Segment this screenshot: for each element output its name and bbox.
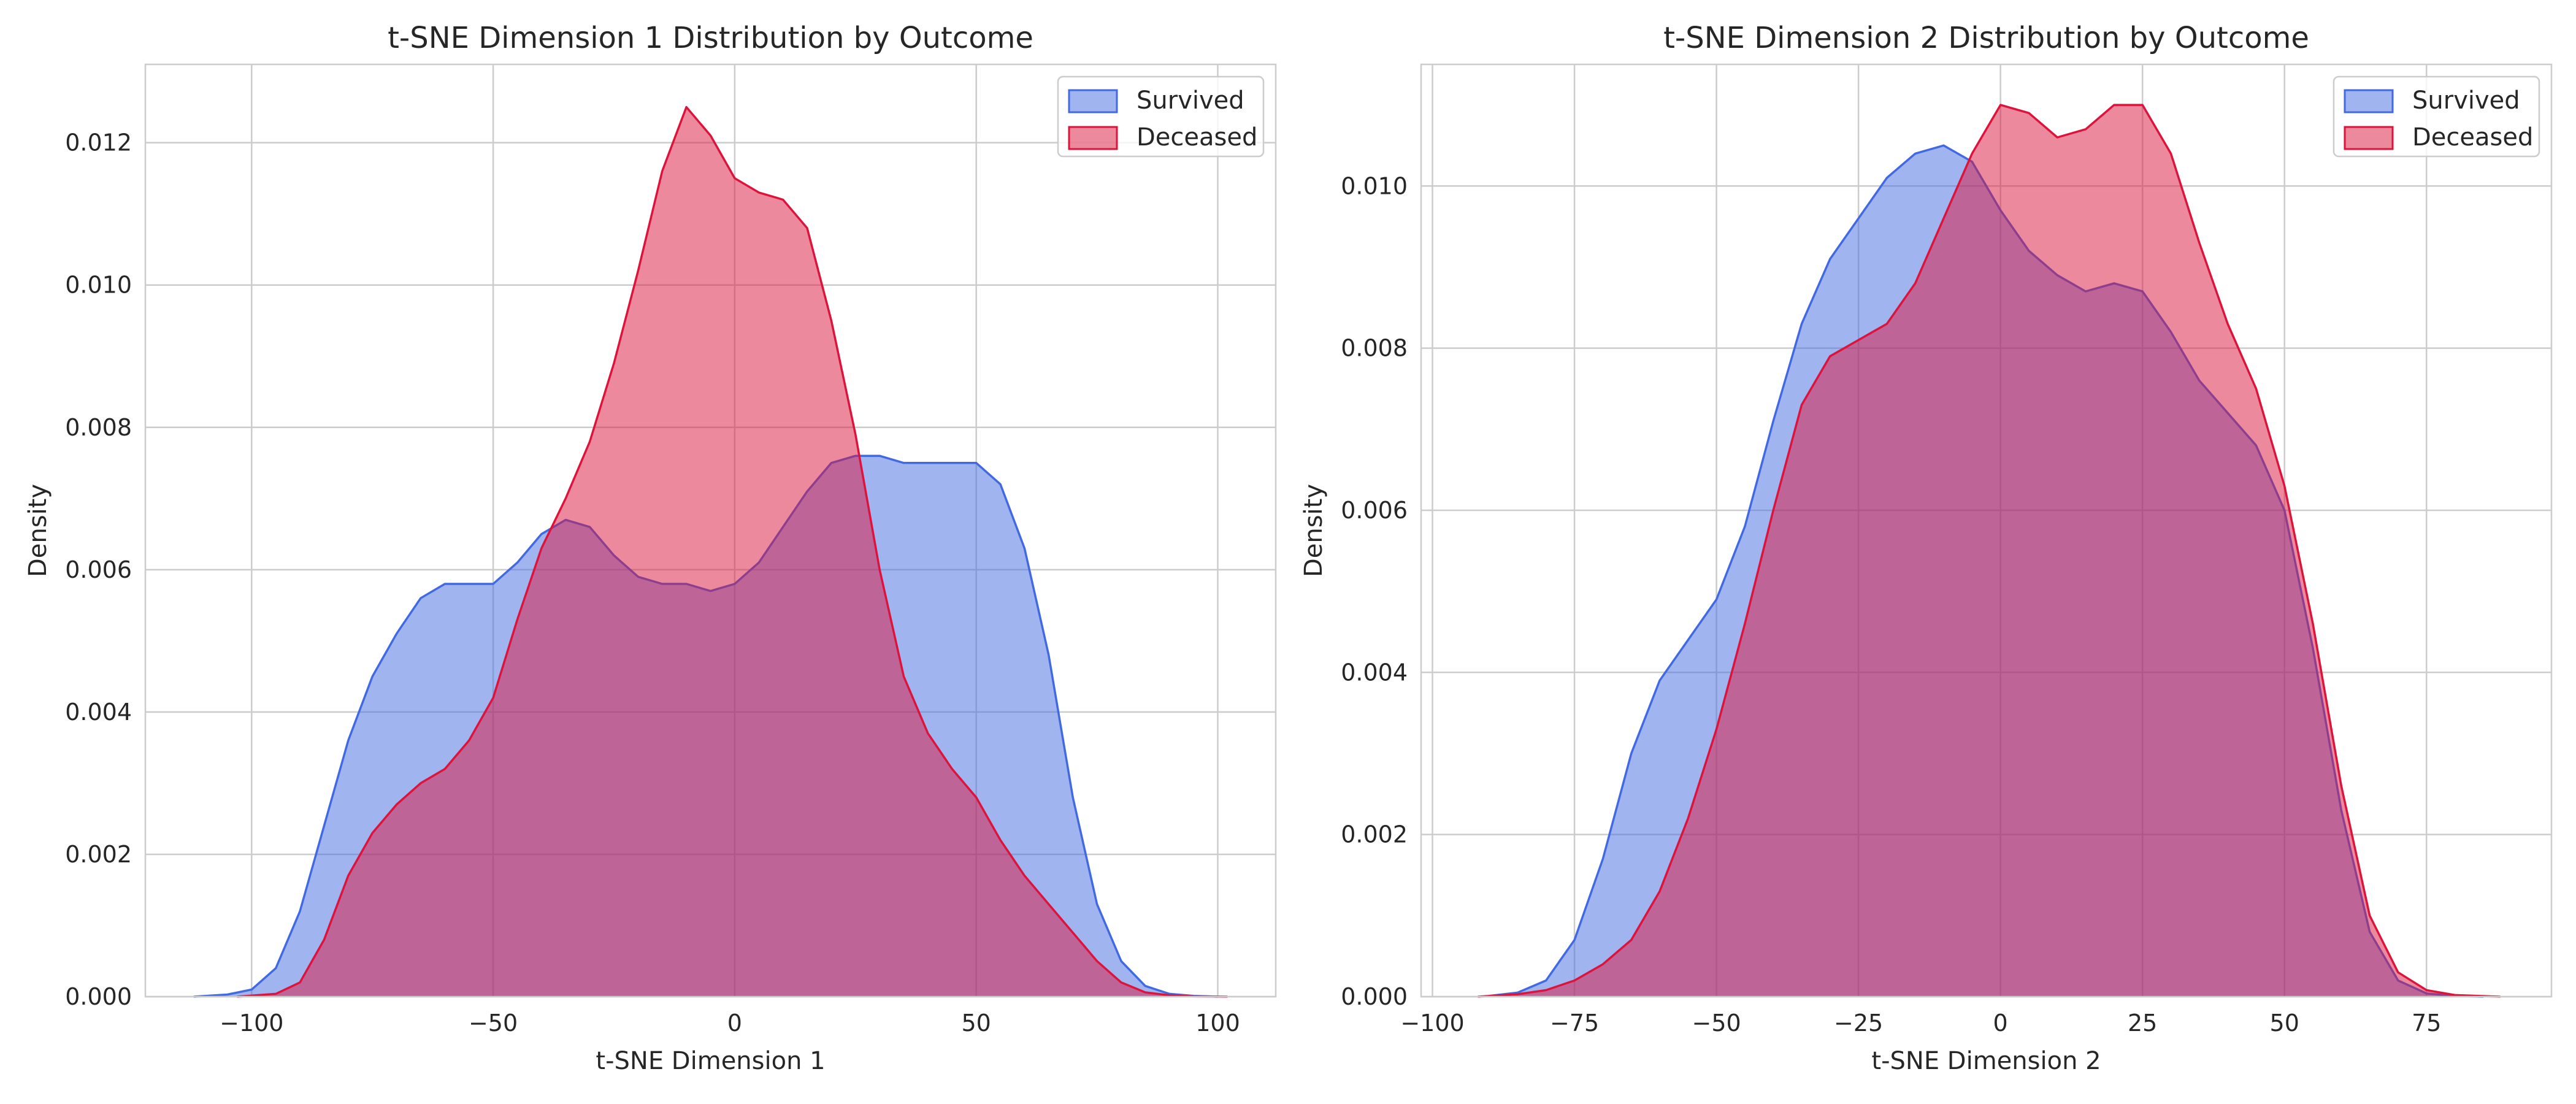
y-tick-label: 0.006 [1341, 497, 1408, 524]
x-tick-label: 100 [1195, 1010, 1240, 1037]
legend-deceased-label: Deceased [1137, 123, 1257, 151]
y-tick-label: 0.008 [1341, 335, 1408, 362]
legend-survived-label: Survived [1137, 86, 1244, 115]
x-tick-label: −50 [1692, 1010, 1741, 1037]
left-x-axis-label: t-SNE Dimension 1 [596, 1047, 825, 1075]
legend-deceased-label: Deceased [2412, 123, 2533, 151]
left-deceased-density-line [237, 105, 1228, 998]
x-tick-label: 0 [727, 1010, 742, 1037]
x-tick-label: −75 [1550, 1010, 1599, 1037]
legend-survived-label: Survived [2412, 86, 2520, 115]
right-y-axis-label: Density [1300, 484, 1328, 577]
left-chart-title: t-SNE Dimension 1 Distribution by Outcom… [388, 21, 1033, 55]
y-tick-label: 0.004 [1341, 659, 1408, 686]
legend-survived-swatch [1068, 89, 1118, 113]
y-tick-label: 0.000 [65, 983, 132, 1010]
y-tick-label: 0.010 [1341, 172, 1408, 199]
right-deceased-density-area [1478, 105, 2501, 997]
legend-deceased-swatch [1068, 126, 1118, 150]
x-tick-label: 75 [2412, 1010, 2441, 1037]
left-deceased-density-area [237, 107, 1228, 997]
x-tick-label: −100 [1400, 1010, 1464, 1037]
x-tick-label: 0 [1993, 1010, 2008, 1037]
right-x-axis-label: t-SNE Dimension 2 [1871, 1047, 2101, 1075]
x-tick-label: −50 [469, 1010, 518, 1037]
legend-deceased-swatch [2344, 126, 2394, 150]
right-plot-frame [1420, 63, 2553, 998]
right-legend: Survived Deceased [2333, 75, 2540, 158]
left-y-axis-label: Density [24, 484, 52, 577]
y-tick-label: 0.004 [65, 699, 132, 726]
x-tick-label: −25 [1834, 1010, 1883, 1037]
y-tick-label: 0.008 [65, 414, 132, 441]
x-tick-label: 50 [962, 1010, 991, 1037]
x-tick-label: 50 [2270, 1010, 2299, 1037]
y-tick-label: 0.010 [65, 272, 132, 299]
left-legend: Survived Deceased [1057, 75, 1265, 158]
y-tick-label: 0.000 [1341, 983, 1408, 1010]
legend-survived-swatch [2344, 89, 2394, 113]
left-plot-frame [144, 63, 1277, 998]
x-tick-label: −100 [220, 1010, 283, 1037]
left-chart-panel: −100 −50 0 50 100 0.000 0.002 0.004 0.006 0.008 0.… [24, 21, 1277, 1075]
right-chart-title: t-SNE Dimension 2 Distribution by Outcom… [1663, 21, 2309, 55]
y-tick-label: 0.002 [65, 841, 132, 868]
right-chart-panel: −100 −75 −50 −25 0 25 50 75 0.000 0.002 0.004 0.006… [1300, 21, 2553, 1075]
y-tick-label: 0.006 [65, 556, 132, 583]
y-tick-label: 0.012 [65, 129, 132, 156]
right-deceased-density-line [1478, 104, 2501, 998]
y-tick-label: 0.002 [1341, 821, 1408, 848]
x-tick-label: 25 [2128, 1010, 2157, 1037]
